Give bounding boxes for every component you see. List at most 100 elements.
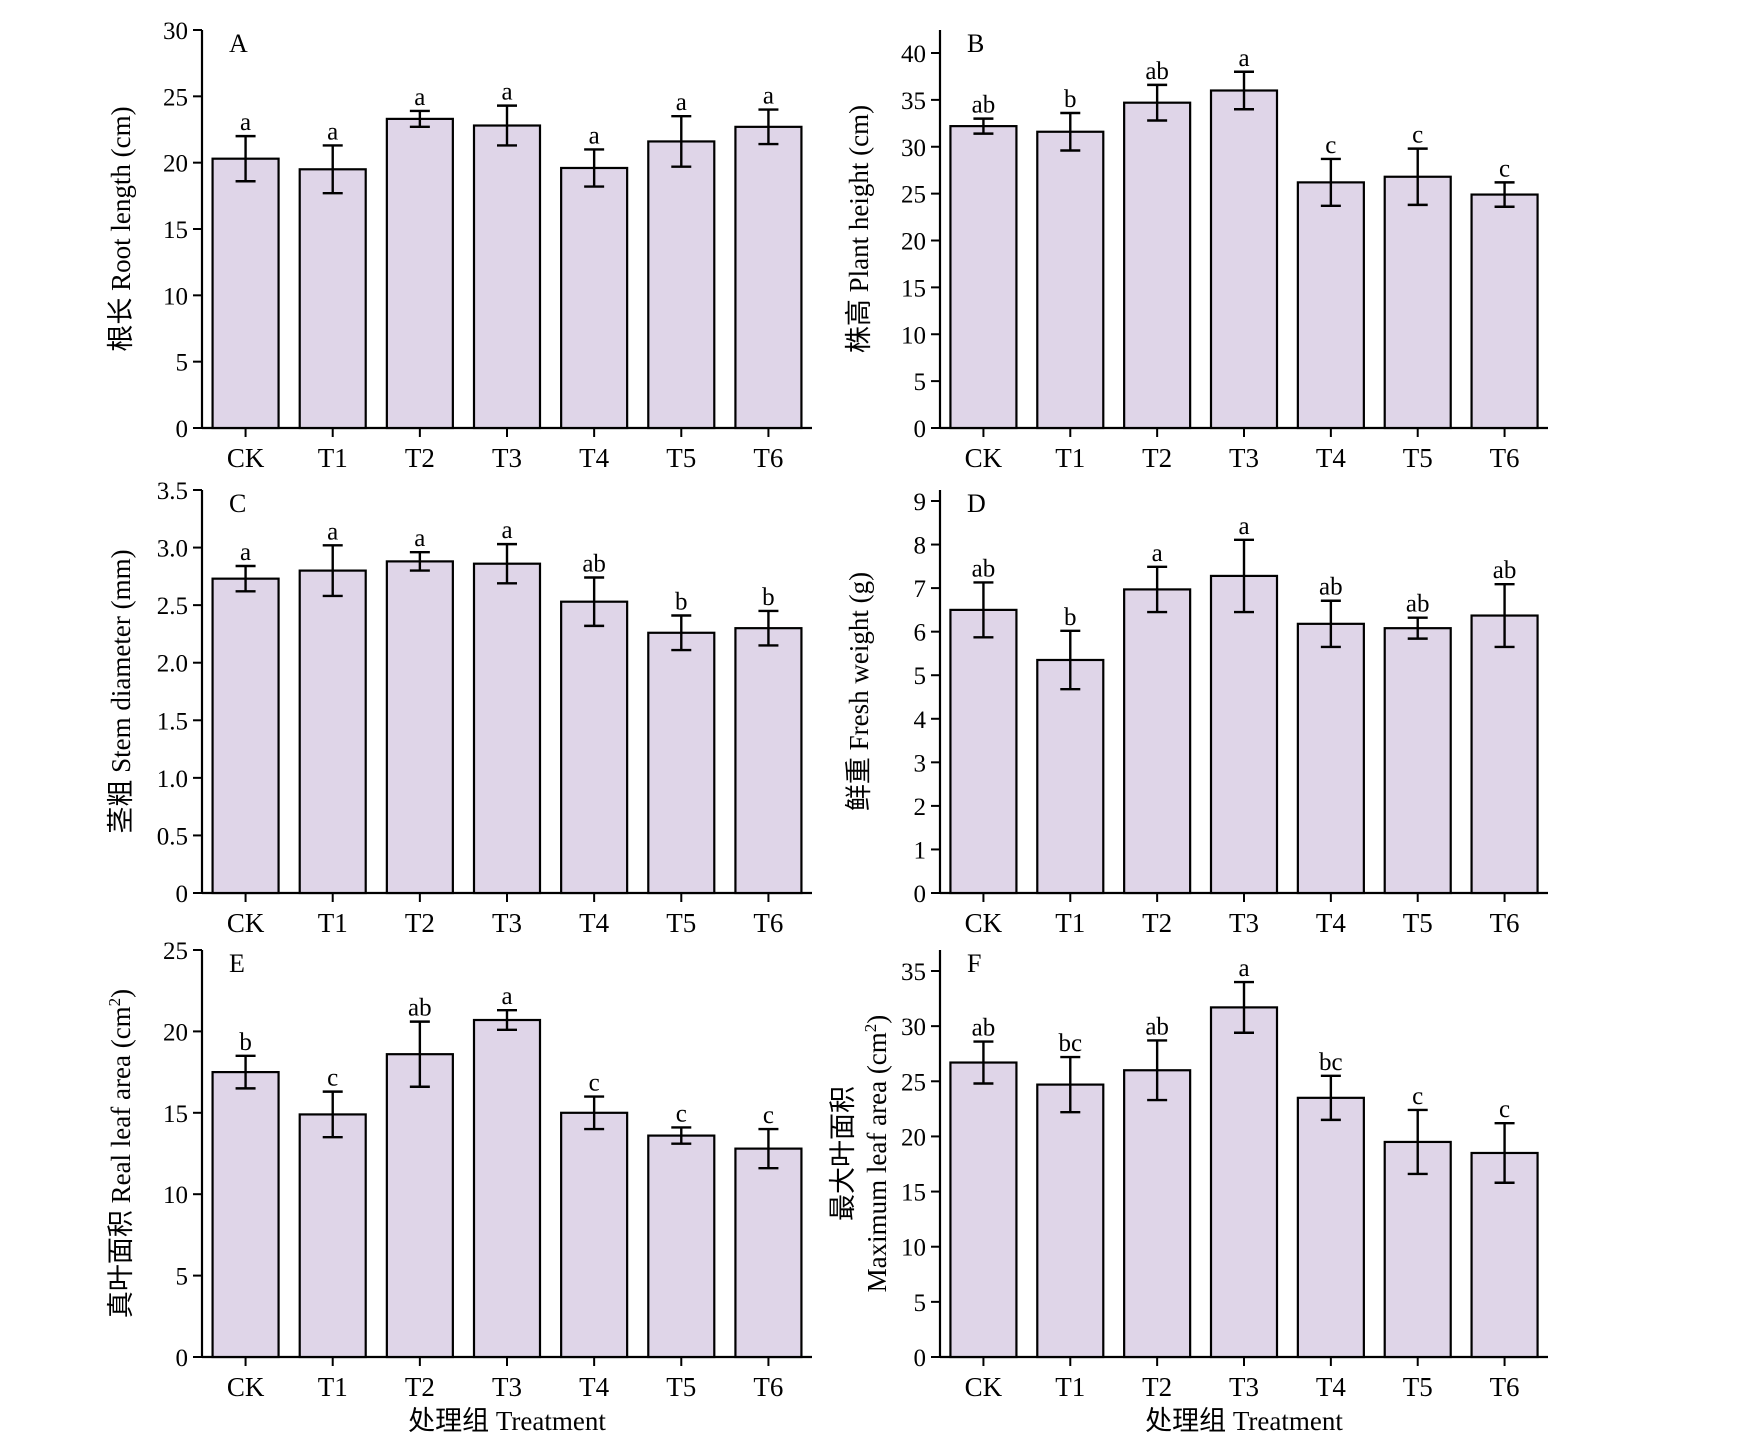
y-tick-label: 0.5	[157, 823, 188, 850]
significance-label: a	[1238, 513, 1249, 540]
bar-t3	[1209, 89, 1279, 430]
bar-t5	[1383, 1140, 1452, 1359]
significance-label: bc	[1319, 1049, 1343, 1076]
x-tick-label: CK	[227, 443, 265, 473]
y-tick-label: 9	[914, 489, 927, 516]
x-tick-label: T6	[753, 443, 783, 473]
y-tick-label: 10	[901, 322, 926, 349]
significance-label: a	[240, 109, 251, 136]
y-axis-title-end: )	[106, 989, 136, 998]
x-tick-label: T5	[666, 443, 696, 473]
chart-panel-d: 0 1 2 3 4 5 6 7 8 9 Dab CK b T1 a T2 a T3 ab T4 ab T5 ab T6 鲜重 F…	[844, 489, 1548, 938]
bar-t5	[1383, 627, 1452, 895]
x-tick-label: T4	[579, 908, 609, 938]
bar-t4	[1296, 1096, 1365, 1359]
y-tick-label: 6	[914, 620, 927, 647]
significance-label: c	[676, 1100, 687, 1127]
x-tick-label: T3	[1229, 908, 1259, 938]
significance-label: a	[414, 525, 425, 552]
panel-letter: C	[229, 489, 246, 518]
y-tick-label: 30	[163, 18, 188, 45]
y-tick-label: 0	[914, 416, 927, 443]
y-axis-title: 茎粗 Stem diameter (mm)	[106, 549, 136, 833]
y-tick-label: 5	[914, 1290, 927, 1317]
panel-letter: A	[229, 29, 248, 58]
significance-label: a	[327, 118, 338, 145]
significance-label: c	[1325, 132, 1336, 159]
x-tick-label: T1	[318, 908, 348, 938]
bar-ck	[211, 157, 280, 430]
significance-label: a	[1152, 540, 1163, 567]
chart-panel-c: 0 0.5 1.0 1.5 2.0 2.5 3.0 3.5 Ca CK a T1 a T2 a T3 ab T4 b…	[106, 478, 812, 938]
chart-panel-e: 0 5 10 15 20 25 Eb CK c T1 ab T2 a T3 c T4 c T5 c T6 真叶面积 Re…	[105, 938, 812, 1436]
significance-label: c	[589, 1070, 600, 1097]
bar-t3	[1209, 1006, 1279, 1359]
y-tick-label: 25	[163, 84, 188, 111]
significance-label: a	[501, 79, 512, 106]
significance-label: c	[1412, 1083, 1423, 1110]
y-tick-label: 15	[901, 275, 926, 302]
significance-label: ab	[972, 555, 996, 582]
significance-label: a	[1238, 45, 1249, 72]
bar-t2	[385, 560, 454, 895]
panel-letter: E	[229, 949, 245, 978]
x-tick-label: T3	[492, 908, 522, 938]
y-tick-label: 5	[176, 350, 189, 377]
significance-label: c	[1412, 122, 1423, 149]
bar-t5	[647, 140, 716, 430]
bar-t4	[560, 600, 629, 895]
y-axis-title: 鲜重 Fresh weight (g)	[844, 572, 874, 811]
y-tick-label: 8	[914, 533, 927, 560]
y-tick-label: 25	[163, 938, 188, 965]
y-axis-title-end: )	[862, 1015, 892, 1024]
x-tick-label: T4	[1316, 443, 1346, 473]
y-tick-label: 5	[914, 663, 927, 690]
significance-label: b	[1064, 86, 1077, 113]
y-tick-label: 20	[901, 229, 926, 256]
bar-ck	[211, 1070, 280, 1359]
y-tick-label: 20	[901, 1124, 926, 1151]
significance-label: a	[589, 122, 600, 149]
x-tick-label: T3	[492, 1372, 522, 1402]
significance-label: a	[414, 84, 425, 111]
significance-label: a	[1238, 955, 1249, 982]
y-tick-label: 35	[901, 88, 926, 115]
bar-t1	[298, 168, 367, 430]
bar-t6	[734, 627, 803, 895]
significance-label: a	[240, 539, 251, 566]
x-tick-label: CK	[965, 1372, 1003, 1402]
y-tick-label: 15	[163, 1101, 188, 1128]
bar-t2	[1123, 1069, 1192, 1359]
y-axis-title-superscript: 2	[861, 1024, 880, 1033]
bar-t3	[1209, 574, 1279, 895]
y-tick-label: 2.0	[157, 651, 188, 678]
x-tick-label: CK	[227, 1372, 265, 1402]
x-tick-label: T1	[1055, 908, 1085, 938]
significance-label: b	[762, 584, 775, 611]
y-axis-title: 真叶面积 Real leaf area (cm2)	[105, 989, 136, 1318]
y-tick-label: 10	[163, 1182, 188, 1209]
y-axis-title-line1: 最大叶面积	[828, 1086, 858, 1221]
y-tick-label: 30	[901, 1014, 926, 1041]
significance-label: a	[676, 89, 687, 116]
significance-label: bc	[1058, 1030, 1082, 1057]
x-tick-label: T5	[1403, 1372, 1433, 1402]
y-tick-label: 2.5	[157, 593, 188, 620]
bar-t3	[472, 124, 542, 430]
bar-ck	[949, 608, 1018, 895]
bar-t4	[560, 1111, 629, 1359]
significance-label: a	[501, 983, 512, 1010]
y-tick-label: 20	[163, 1019, 188, 1046]
significance-label: a	[763, 83, 774, 110]
x-tick-label: T4	[1316, 1372, 1346, 1402]
x-tick-label: CK	[965, 443, 1003, 473]
x-tick-label: T4	[579, 1372, 609, 1402]
x-tick-label: T3	[492, 443, 522, 473]
significance-label: ab	[972, 92, 996, 119]
x-tick-label: T2	[1142, 1372, 1172, 1402]
bar-t6	[734, 1147, 803, 1359]
bar-t4	[560, 166, 629, 430]
chart-panel-b: 0 5 10 15 20 25 30 35 40 Bab CK b T1 ab T2 a T3 c T4 c T5 c T6…	[844, 29, 1548, 473]
x-tick-label: T4	[1316, 908, 1346, 938]
